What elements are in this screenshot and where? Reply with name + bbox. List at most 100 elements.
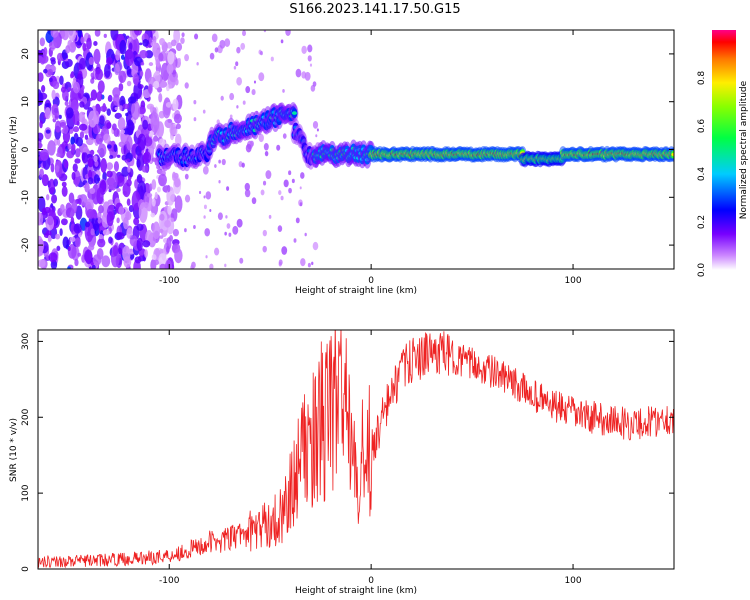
- spectrogram-noise-blob: [106, 170, 113, 178]
- spectrogram-noise-blob: [112, 87, 121, 98]
- spectrogram-noise-blob: [87, 158, 94, 168]
- spectrogram-noise-blob: [84, 249, 93, 263]
- spectrogram-noise-blob: [202, 165, 209, 175]
- spectrogram-noise-blob: [220, 95, 224, 101]
- spectrogram-noise-blob: [211, 33, 218, 43]
- spectrogram-noise-blob: [72, 81, 80, 94]
- spectrogram-noise-blob: [90, 89, 98, 101]
- x-tick-label: 100: [564, 276, 581, 286]
- spectrogram-noise-blob: [50, 163, 55, 173]
- spectrogram-noise-blob: [99, 105, 108, 112]
- spectrogram-noise-blob: [283, 179, 289, 188]
- spectrogram-noise-blob: [56, 138, 61, 146]
- y-tick-label: 0: [21, 146, 31, 152]
- spectrogram-noise-blob: [167, 205, 172, 215]
- spectrogram-ridge-core: [291, 111, 297, 115]
- spectrogram-noise-blob: [43, 47, 48, 57]
- spectrogram-noise-blob: [62, 236, 69, 249]
- spectrogram-noise-blob: [69, 236, 76, 243]
- colorbar-tick-label: 0.6: [697, 119, 707, 134]
- spectrogram-noise-blob: [50, 30, 59, 38]
- spectrogram-noise-blob: [242, 100, 246, 105]
- spectrogram-noise-blob: [136, 237, 143, 251]
- spectrogram-noise-blob: [214, 164, 217, 168]
- spectrogram-noise-blob: [106, 211, 114, 227]
- spectrogram-noise-blob: [78, 111, 85, 123]
- spectrogram-noise-blob: [236, 218, 243, 228]
- spectrogram-noise-blob: [193, 225, 196, 230]
- y-tick-label: 10: [21, 96, 31, 108]
- spectrogram-noise-blob: [61, 186, 68, 197]
- spectrogram-noise-blob: [113, 127, 120, 137]
- spectrogram-noise-blob: [54, 233, 61, 240]
- spectrogram-noise-blob: [174, 78, 179, 86]
- spectrogram-noise-blob: [93, 174, 100, 185]
- spectrogram-noise-blob: [193, 99, 197, 105]
- spectrogram-noise-blob: [77, 252, 81, 257]
- spectrogram-noise-blob: [304, 71, 311, 81]
- spectrogram-noise-blob: [54, 115, 59, 119]
- spectrogram-noise-blob: [309, 63, 313, 67]
- spectrogram-noise-blob: [75, 148, 81, 158]
- spectrogram-noise-blob: [74, 158, 81, 164]
- snr-ticks: -100 0 100 0 100 200 300: [21, 330, 674, 586]
- spectrogram-noise-blob: [126, 119, 134, 136]
- spectrogram-noise-blob: [117, 117, 126, 131]
- spectrogram-noise-blob: [67, 143, 72, 150]
- spectrogram-noise-blob: [282, 133, 287, 139]
- spectrogram-noise-blob: [214, 47, 219, 53]
- spectrogram-noise-blob: [280, 195, 284, 201]
- spectrogram-noise-blob: [68, 30, 77, 41]
- spectrogram-noise-blob: [167, 51, 175, 65]
- spectrogram-noise-blob: [89, 149, 95, 156]
- snr-x-axis-label: Height of straight line (km): [295, 586, 417, 596]
- spectrogram-noise-blob: [118, 206, 125, 215]
- spectrogram-noise-blob: [73, 126, 80, 133]
- spectrogram-noise-blob: [244, 182, 250, 191]
- snr-y-axis-label: SNR (10 * v/v): [9, 418, 19, 482]
- spectrogram-noise-blob: [153, 80, 160, 89]
- spectrogram-noise-blob: [165, 102, 172, 108]
- spectrogram-noise-blob: [38, 259, 46, 268]
- spectrogram-noise-blob: [205, 255, 208, 259]
- spectrogram-noise-blob: [67, 86, 72, 91]
- spectrogram-noise-blob: [74, 176, 79, 187]
- spectrogram-noise-blob: [141, 165, 149, 173]
- spectrogram-noise-blob: [203, 215, 206, 219]
- spectrogram-noise-blob: [56, 152, 61, 157]
- spectrogram-noise-blob: [171, 171, 177, 181]
- spectrogram-noise-blob: [151, 198, 156, 207]
- spectrogram-noise-blob: [217, 212, 223, 220]
- spectrogram-noise-blob: [45, 103, 50, 108]
- spectrogram-noise-blob: [116, 232, 125, 240]
- spectrogram-x-axis-label: Height of straight line (km): [295, 286, 417, 296]
- spectrogram-noise-blob: [93, 155, 98, 163]
- spectrogram-noise-blob: [175, 123, 181, 130]
- spectrogram-noise-blob: [93, 41, 98, 46]
- spectrogram-noise-blob: [126, 80, 132, 87]
- spectrogram-noise-blob: [225, 215, 228, 219]
- spectrogram-noise-blob: [137, 133, 147, 151]
- spectrogram-noise-blob: [136, 223, 144, 231]
- spectrogram-noise-blob: [59, 75, 64, 86]
- spectrogram-noise-blob: [270, 56, 274, 62]
- spectrogram-noise-blob: [86, 137, 94, 146]
- x-tick-label: 0: [368, 576, 374, 586]
- spectrogram-noise-blob: [153, 259, 160, 266]
- spectrogram-noise-blob: [93, 48, 101, 65]
- spectrogram-noise-blob: [39, 37, 46, 47]
- spectrogram-noise-blob: [152, 221, 161, 240]
- spectrogram-noise-blob: [142, 240, 151, 248]
- spectrogram-noise-blob: [98, 234, 104, 240]
- spectrogram-noise-blob: [91, 264, 96, 269]
- spectrogram-noise-blob: [203, 204, 207, 210]
- spectrogram-noise-blob: [63, 159, 69, 169]
- spectrogram-noise-blob: [198, 190, 202, 195]
- spectrogram-noise-blob: [253, 80, 257, 84]
- spectrogram-noise-blob: [205, 191, 212, 200]
- spectrogram-noise-blob: [144, 249, 148, 258]
- spectrogram-noise-blob: [184, 54, 189, 62]
- spectrogram-noise-blob: [69, 72, 74, 79]
- spectrogram-noise-blob: [159, 263, 167, 269]
